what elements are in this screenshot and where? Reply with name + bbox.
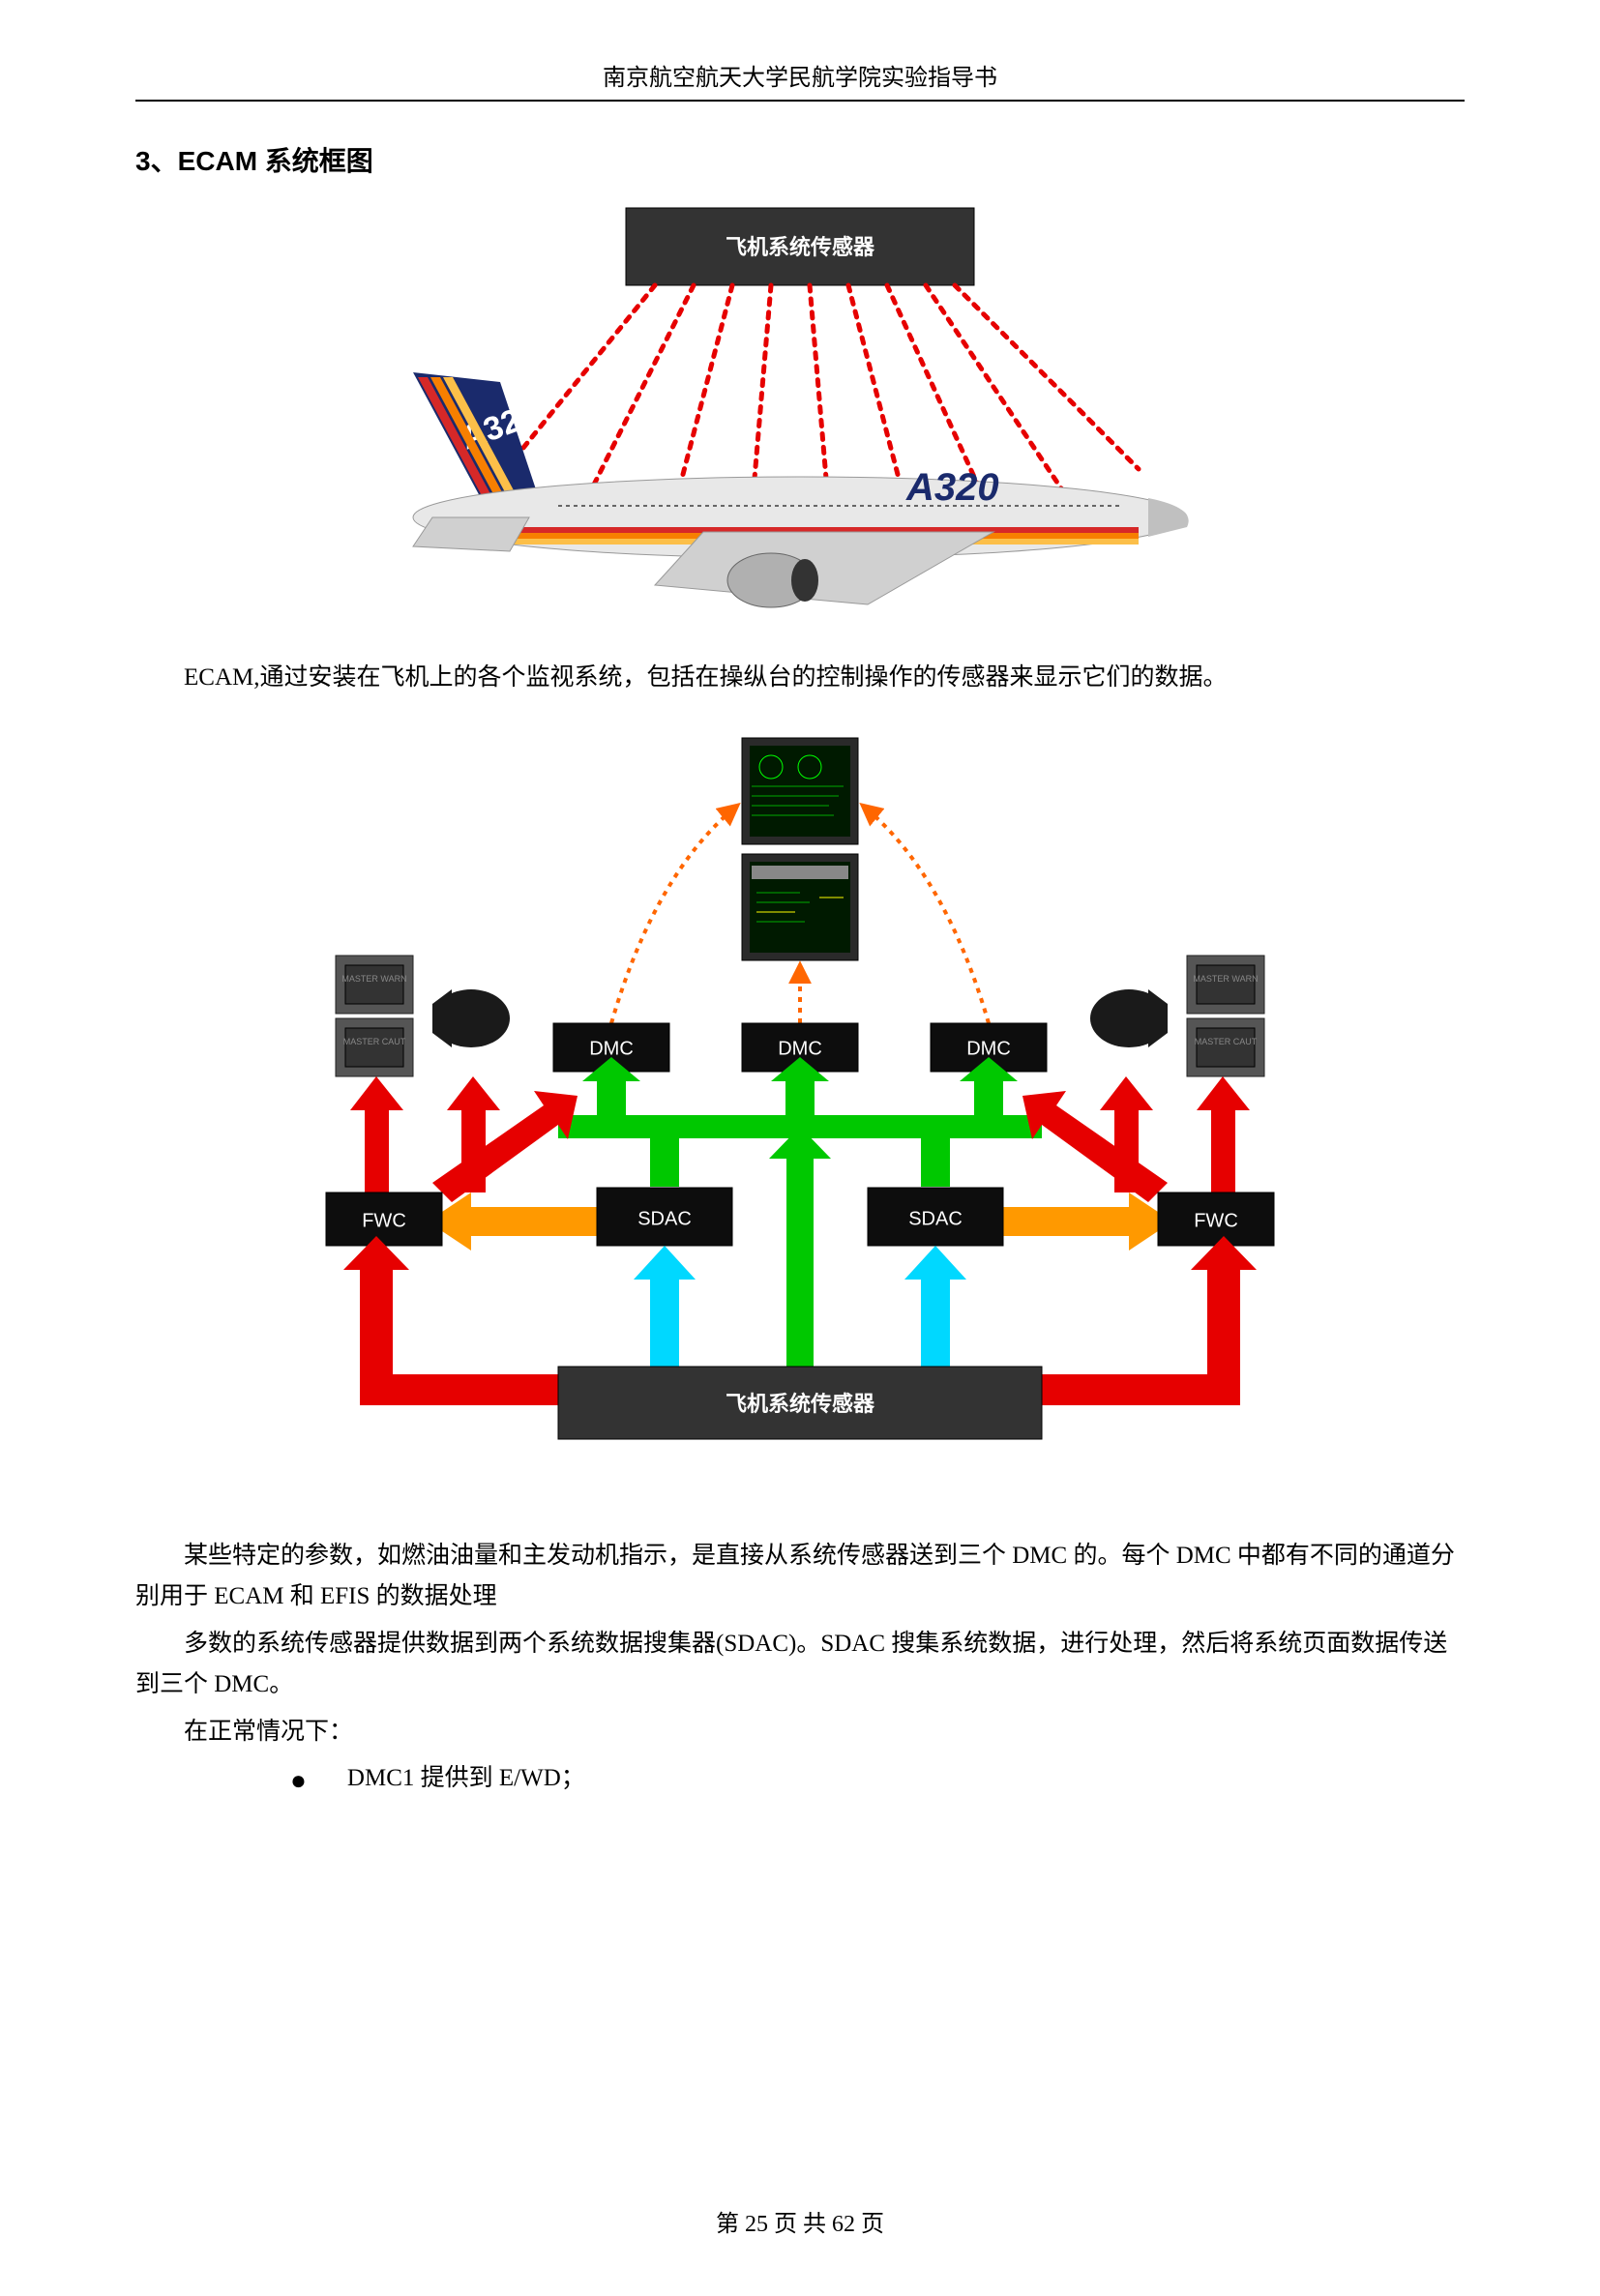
svg-text:MASTER WARN: MASTER WARN bbox=[1193, 974, 1258, 984]
bullet-icon: ● bbox=[290, 1766, 307, 1797]
svg-text:MASTER CAUT: MASTER CAUT bbox=[1195, 1037, 1258, 1046]
section-title: 3、ECAM 系统框图 bbox=[135, 140, 1465, 179]
figure-1: 飞机系统传感器 A320 A320 bbox=[135, 198, 1465, 629]
svg-text:DMC: DMC bbox=[589, 1038, 634, 1059]
header-rule bbox=[135, 100, 1465, 102]
svg-text:SDAC: SDAC bbox=[908, 1208, 963, 1229]
paragraph-3: 多数的系统传感器提供数据到两个系统数据搜集器(SDAC)。SDAC 搜集系统数据… bbox=[135, 1624, 1465, 1706]
fuselage-text: A320 bbox=[905, 466, 999, 509]
svg-text:FWC: FWC bbox=[1194, 1210, 1238, 1231]
ecam-display-lower bbox=[742, 854, 858, 960]
paragraph-2: 某些特定的参数，如燃油油量和主发动机指示，是直接从系统传感器送到三个 DMC 的… bbox=[135, 1536, 1465, 1618]
page-footer: 第 25 页 共 62 页 bbox=[0, 2204, 1600, 2238]
bullet-1-text: DMC1 提供到 E/WD； bbox=[347, 1758, 585, 1800]
svg-text:DMC: DMC bbox=[966, 1038, 1011, 1059]
paragraph-1: ECAM,通过安装在飞机上的各个监视系统，包括在操纵台的控制操作的传感器来显示它… bbox=[135, 658, 1465, 699]
svg-text:FWC: FWC bbox=[362, 1210, 406, 1231]
svg-text:DMC: DMC bbox=[778, 1038, 822, 1059]
svg-text:MASTER WARN: MASTER WARN bbox=[341, 974, 406, 984]
svg-text:SDAC: SDAC bbox=[637, 1208, 692, 1229]
ecam-display-upper bbox=[742, 738, 858, 844]
figure-2: MASTER WARN MASTER CAUT MASTER WARN MAST… bbox=[135, 728, 1465, 1507]
bullet-1: ● DMC1 提供到 E/WD； bbox=[290, 1758, 1465, 1806]
warning-panel-left: MASTER WARN MASTER CAUT bbox=[336, 956, 510, 1076]
aircraft-icon: A320 A320 bbox=[413, 372, 1189, 607]
warning-panel-right: MASTER WARN MASTER CAUT bbox=[1090, 956, 1264, 1076]
svg-text:MASTER CAUT: MASTER CAUT bbox=[343, 1037, 406, 1046]
sensor-box-bottom-label: 飞机系统传感器 bbox=[726, 1391, 875, 1415]
sensor-box-label: 飞机系统传感器 bbox=[726, 235, 875, 259]
paragraph-4: 在正常情况下： bbox=[135, 1712, 1465, 1753]
page-header: 南京航空航天大学民航学院实验指导书 bbox=[135, 58, 1465, 92]
